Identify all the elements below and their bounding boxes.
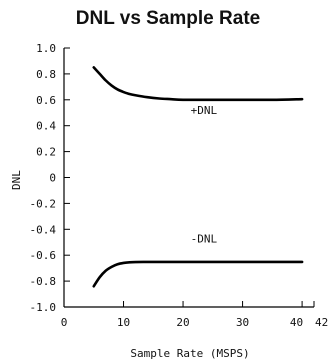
x-axis-ticks: 0 10 20 30 40 42 — [61, 301, 328, 329]
y-tick-label: 0 — [49, 172, 56, 185]
series-line-minus-dnl — [92, 260, 304, 288]
y-tick-label: -1.0 — [30, 301, 57, 314]
series-lines — [92, 66, 304, 288]
x-tick-label: 0 — [61, 316, 68, 329]
y-tick-label: 0.8 — [36, 68, 56, 81]
series-annotation-minus-dnl: -DNL — [191, 232, 218, 245]
y-axis-label: DNL — [10, 170, 23, 190]
x-tick-label: 10 — [117, 316, 130, 329]
y-tick-label: -0.2 — [30, 197, 57, 210]
x-tick-label: 30 — [236, 316, 249, 329]
series-annotation-plus-dnl: +DNL — [191, 104, 218, 117]
y-tick-label: -0.4 — [30, 223, 57, 236]
y-tick-label: 0.4 — [36, 120, 56, 133]
y-tick-label: -0.6 — [30, 249, 57, 262]
plot-frame — [63, 48, 314, 308]
y-tick-label: 0.6 — [36, 94, 56, 107]
x-tick-label: 42 — [315, 316, 328, 329]
y-tick-label: 1.0 — [36, 42, 56, 55]
x-tick-label: 20 — [176, 316, 189, 329]
series-line-plus-dnl — [92, 66, 304, 102]
chart-title: DNL vs Sample Rate — [76, 8, 260, 29]
y-tick-label: -0.8 — [30, 275, 57, 288]
x-axis-label: Sample Rate (MSPS) — [130, 347, 249, 360]
annotations: +DNL -DNL — [191, 104, 218, 245]
y-tick-label: 0.2 — [36, 146, 56, 159]
y-axis-ticks: 1.0 0.8 0.6 0.4 0.2 0 -0.2 -0.4 -0.6 -0.8 -1.0 — [30, 42, 70, 314]
x-tick-label: 40 — [290, 316, 303, 329]
